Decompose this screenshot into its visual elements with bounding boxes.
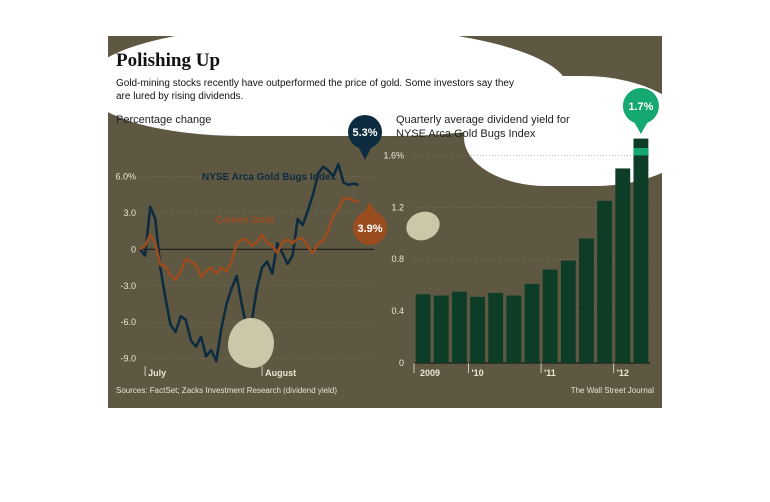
right-ytick-label: 0.8 bbox=[391, 254, 404, 264]
yield-bar bbox=[451, 291, 467, 363]
left-ytick-label: 6.0% bbox=[115, 171, 136, 181]
yield-callout bbox=[622, 88, 659, 124]
right-xtick-label: '10 bbox=[471, 368, 483, 378]
yield-last-label: 1.7% bbox=[628, 101, 653, 113]
comex-gold-line bbox=[139, 197, 360, 281]
credit: The Wall Street Journal bbox=[570, 386, 654, 395]
charts-svg: 6.0% 3.0 0 -3.0 -6.0 -9.0 July August NYSE Arca … bbox=[115, 88, 659, 378]
chart-panel: Polishing Up Gold-mining stocks recently… bbox=[108, 36, 662, 408]
yield-bar bbox=[633, 138, 649, 363]
yield-bar bbox=[433, 295, 449, 363]
right-ytick-label: 0.4 bbox=[391, 306, 404, 316]
right-ytick-label: 0 bbox=[399, 358, 404, 368]
left-ytick-label: -3.0 bbox=[120, 281, 136, 291]
left-ytick-label: -6.0 bbox=[120, 317, 136, 327]
comex-gold-callout bbox=[353, 211, 387, 245]
right-xtick-label: '11 bbox=[544, 368, 556, 378]
yield-bar bbox=[524, 283, 540, 363]
right-xtick-label: 2009 bbox=[420, 368, 440, 378]
gold-bugs-end-label: 5.3% bbox=[352, 127, 377, 139]
yield-bar bbox=[597, 200, 613, 363]
yield-bar bbox=[615, 168, 631, 363]
gold-bugs-series-label: NYSE Arca Gold Bugs Index bbox=[202, 172, 337, 183]
left-ytick-label: 0 bbox=[131, 244, 136, 254]
yield-bar-highlight bbox=[633, 148, 649, 156]
right-xtick-label: '12 bbox=[617, 368, 629, 378]
right-chart-title-line-2: NYSE Arca Gold Bugs Index bbox=[396, 128, 536, 140]
left-xtick-label: August bbox=[265, 368, 296, 378]
yield-bar bbox=[470, 296, 485, 363]
yield-bar bbox=[488, 292, 504, 363]
subtitle-line-2: are lured by rising dividends. bbox=[116, 91, 244, 102]
gold-bugs-callout bbox=[348, 115, 382, 149]
comex-gold-series-label: Comex Gold bbox=[215, 215, 274, 226]
chart-title: Polishing Up bbox=[116, 50, 221, 71]
subtitle-line-1: Gold-mining stocks recently have outperf… bbox=[116, 78, 514, 89]
yield-bar bbox=[579, 238, 594, 363]
right-chart-title-line-1: Quarterly average dividend yield for bbox=[396, 114, 570, 126]
yield-bar bbox=[542, 269, 558, 363]
left-ytick-label: 3.0 bbox=[123, 208, 136, 218]
right-ytick-label: 1.2 bbox=[391, 202, 404, 212]
comex-gold-end-label: 3.9% bbox=[357, 223, 382, 235]
left-chart-ylabel: Percentage change bbox=[116, 114, 212, 126]
overlay-blob-beige-large bbox=[228, 318, 274, 368]
left-ytick-label: -9.0 bbox=[120, 354, 136, 364]
yield-bar bbox=[506, 295, 522, 363]
source-note: Sources: FactSet; Zacks Investment Resea… bbox=[116, 386, 337, 395]
left-xtick-label: July bbox=[148, 368, 166, 378]
right-ytick-label: 1.6% bbox=[383, 150, 404, 160]
yield-bar bbox=[415, 294, 431, 363]
yield-bar bbox=[560, 260, 576, 363]
